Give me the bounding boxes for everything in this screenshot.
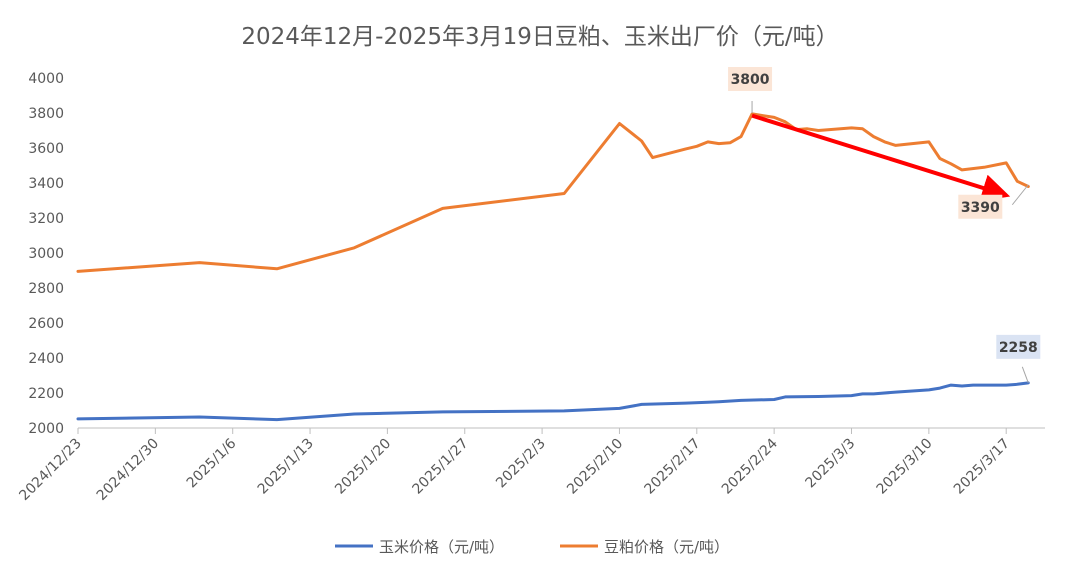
legend-label: 玉米价格（元/吨） (379, 538, 504, 556)
annotation-box (958, 194, 1003, 219)
y-tick-label: 3200 (28, 211, 64, 227)
y-tick-label: 3800 (28, 106, 64, 122)
series-line-1 (76, 112, 1030, 273)
annotation-layer: 3800 3390 2258 (728, 67, 1041, 384)
data-label: 2258 (999, 340, 1038, 356)
y-tick-label: 3400 (28, 176, 64, 192)
data-label: 3390 (961, 200, 1000, 216)
legend: 玉米价格（元/吨） 豆粕价格（元/吨） (335, 538, 729, 556)
y-tick-label: 2400 (28, 351, 64, 367)
annotation-box (996, 334, 1041, 359)
legend-label: 豆粕价格（元/吨） (604, 538, 729, 556)
y-tick-label: 2200 (28, 386, 64, 402)
annotation-leader (1011, 184, 1029, 206)
series-layer (76, 112, 1030, 422)
y-tick-label: 3600 (28, 141, 64, 157)
data-label: 3800 (731, 72, 770, 88)
trend-arrow (751, 113, 1011, 202)
y-tick-label: 2800 (28, 281, 64, 297)
annotation-leader (1021, 366, 1029, 384)
chart-title: 2024年12月-2025年3月19日豆粕、玉米出厂价（元/吨） (241, 24, 838, 50)
y-tick-label: 4000 (28, 71, 64, 87)
series-line-0 (76, 381, 1030, 422)
annotation-box (728, 67, 773, 91)
y-tick-label: 2600 (28, 316, 64, 332)
y-tick-label: 2000 (28, 421, 64, 437)
y-tick-label: 3000 (28, 246, 64, 262)
